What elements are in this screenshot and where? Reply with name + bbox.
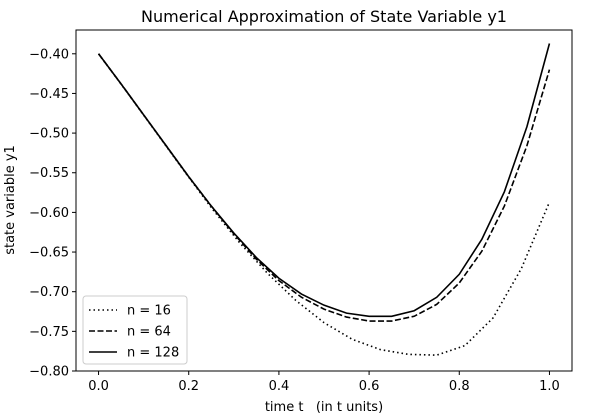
y-tick-label: −0.45	[29, 87, 69, 102]
legend-label-1: n = 16	[127, 304, 171, 319]
y-tick-label: −0.55	[29, 166, 69, 181]
legend: n = 16 n = 64 n = 128	[82, 295, 188, 365]
series-line-3	[97, 43, 551, 318]
x-tick-label: 0.8	[449, 379, 470, 394]
chart-title: Numerical Approximation of State Variabl…	[141, 7, 507, 26]
series-group	[97, 43, 551, 356]
x-tick-label: 0.4	[269, 379, 290, 394]
y-axis-ticks: −0.80 −0.75 −0.70 −0.65 −0.60 −0.55 −0.50 −0.45…	[29, 47, 76, 380]
plot-frame	[75, 29, 573, 372]
y-tick-label: −0.75	[29, 325, 69, 340]
y-axis-label: state variable y1	[3, 145, 18, 255]
series-line-2	[97, 53, 551, 322]
legend-box	[82, 295, 188, 365]
y-tick-label: −0.50	[29, 127, 69, 142]
x-tick-label: 0.6	[359, 379, 380, 394]
x-axis-label: time t (in t units)	[265, 400, 383, 415]
y-tick-label: −0.80	[29, 365, 69, 380]
y-tick-label: −0.70	[29, 285, 69, 300]
y-tick-label: −0.40	[29, 47, 69, 62]
x-tick-label: 0.2	[178, 379, 199, 394]
legend-label-3: n = 128	[127, 346, 179, 361]
x-axis-ticks: 0.0 0.2 0.4 0.6 0.8 1.0	[88, 371, 560, 394]
x-tick-label: 1.0	[539, 379, 560, 394]
legend-label-2: n = 64	[127, 325, 171, 340]
y-tick-label: −0.60	[29, 206, 69, 221]
y-tick-label: −0.65	[29, 246, 69, 261]
x-tick-label: 0.0	[88, 379, 109, 394]
